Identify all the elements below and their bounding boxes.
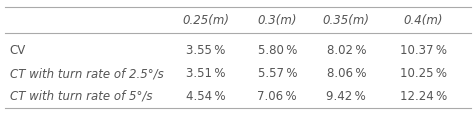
- Text: 4.54 %: 4.54 %: [186, 89, 226, 102]
- Text: 5.57 %: 5.57 %: [258, 66, 297, 79]
- Text: 10.25 %: 10.25 %: [400, 66, 447, 79]
- Text: 0.4(m): 0.4(m): [404, 14, 443, 27]
- Text: 0.3(m): 0.3(m): [258, 14, 297, 27]
- Text: 8.06 %: 8.06 %: [327, 66, 366, 79]
- Text: CT with turn rate of 5°/s: CT with turn rate of 5°/s: [10, 89, 152, 102]
- Text: CV: CV: [10, 44, 26, 57]
- Text: 0.35(m): 0.35(m): [323, 14, 370, 27]
- Text: 12.24 %: 12.24 %: [400, 89, 447, 102]
- Text: 5.80 %: 5.80 %: [258, 44, 297, 57]
- Text: 3.55 %: 3.55 %: [186, 44, 226, 57]
- Text: CT with turn rate of 2.5°/s: CT with turn rate of 2.5°/s: [10, 66, 163, 79]
- Text: 0.25(m): 0.25(m): [182, 14, 229, 27]
- Text: 7.06 %: 7.06 %: [258, 89, 297, 102]
- Text: 3.51 %: 3.51 %: [186, 66, 226, 79]
- Text: 8.02 %: 8.02 %: [327, 44, 366, 57]
- Text: 9.42 %: 9.42 %: [327, 89, 366, 102]
- Text: 10.37 %: 10.37 %: [400, 44, 447, 57]
